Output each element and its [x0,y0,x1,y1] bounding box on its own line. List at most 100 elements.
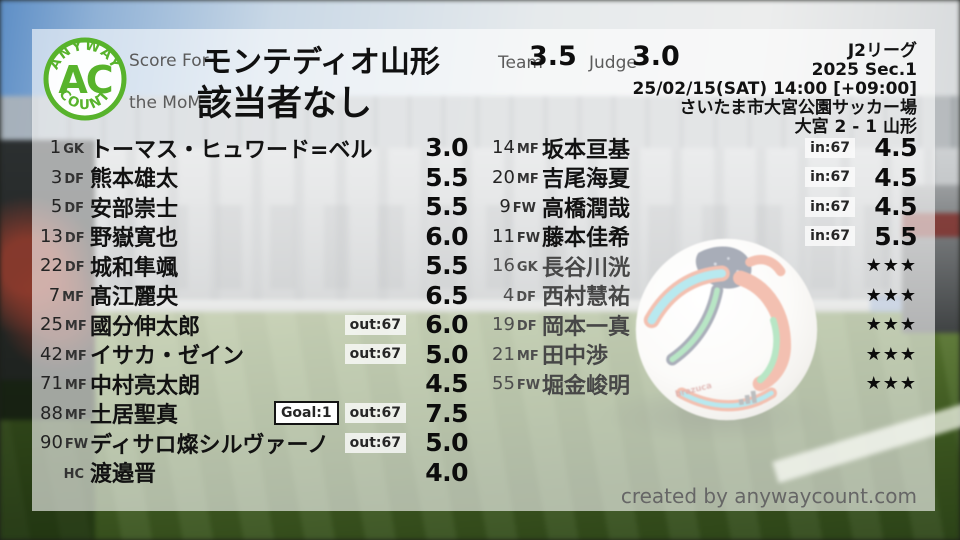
player-name: 坂本亘基 [542,137,631,163]
player-score: 6.5 [425,280,468,310]
position-label: DF [516,289,536,305]
logo-ac-text: AC [58,58,111,102]
score-overlay-panel [32,29,935,511]
shirt-number: 14 [492,137,515,159]
player-score: 4.5 [425,369,468,399]
shirt-number: 22 [40,255,63,277]
player-name: 土居聖真 [90,403,179,429]
player-row: 19 DF 岡本一真 ★★★ [492,310,917,340]
player-row: 7 MF 髙江麗央 6.5 [40,280,469,311]
position-label: MF [516,171,539,187]
player-row: 4 DF 西村慧祐 ★★★ [492,281,917,311]
player-name: 中村亮太朗 [90,373,201,399]
shirt-number: 1 [49,137,62,159]
player-row: 22 DF 城和隼颯 5.5 [40,251,469,281]
shirt-number: 13 [40,225,63,247]
player-score: 4.5 [874,162,917,192]
shirt-number: 88 [40,402,63,424]
player-name: トーマス・ヒュワード=ベル [90,137,373,163]
mom-value: 該当者なし [197,84,373,124]
player-name: 西村慧祐 [542,285,631,311]
player-name: 熊本雄太 [90,167,179,193]
team-score-value: 3.5 [529,41,577,72]
position-label: DF [64,201,84,217]
player-score: 5.5 [425,251,468,281]
position-label: MF [64,348,87,364]
unused-player-stars: ★★★ [865,255,917,277]
shirt-number: 20 [492,166,515,188]
sub-in-badge: in:67 [805,137,855,158]
position-label: GK [63,142,84,158]
player-name: 長谷川洸 [542,255,631,281]
position-label: DF [64,171,84,187]
shirt-number: 19 [492,314,515,336]
player-name: 渡邉晋 [90,462,157,488]
player-name: 城和隼颯 [90,255,179,281]
credit-text: created by anywaycount.com [620,484,917,508]
unused-player-stars: ★★★ [865,314,917,336]
shirt-number: 7 [48,284,61,306]
shirt-number: 11 [492,225,515,247]
venue-name: さいたま市大宮公園サッカー場 [679,98,918,118]
position-label: MF [64,407,87,423]
sub-out-badge: out:67 [344,403,406,424]
shirt-number: 16 [492,255,515,277]
position-label: DF [64,230,85,246]
shirt-number: 71 [40,373,63,395]
position-label: MF [516,142,539,158]
player-row: 11 FW 藤本佳希 in:67 5.5 [492,222,918,252]
player-name: 國分伸太郎 [90,314,201,340]
player-score: 5.0 [425,428,468,458]
position-label: FW [516,378,541,394]
player-name: 岡本一真 [542,314,631,340]
shirt-number: 3 [50,166,63,188]
match-info-block: J2リーグ 2025 Sec.1 25/02/15(SAT) 14:00 [+0… [633,42,917,137]
shirt-number: 90 [40,432,63,454]
player-row: 14 MF 坂本亘基 in:67 4.5 [492,133,918,163]
player-row: 21 MF 田中渉 ★★★ [492,340,917,370]
player-score: 4.5 [874,192,917,222]
sub-in-badge: in:67 [805,226,855,247]
player-score: 6.0 [425,221,468,251]
player-row: 20 MF 吉尾海夏 in:67 4.5 [492,162,918,193]
player-row: 25 MF 國分伸太郎 out:67 6.0 [40,310,469,340]
player-name: 髙江麗央 [90,285,179,311]
sub-out-badge: out:67 [344,432,406,453]
player-score: 5.5 [425,192,468,222]
position-label: DF [64,260,85,276]
player-score: 4.0 [425,457,468,487]
unused-player-stars: ★★★ [865,373,917,395]
player-name: 安部崇士 [90,196,179,222]
position-label: HC [63,466,84,482]
sub-in-badge: in:67 [805,167,855,188]
player-name: 堀金峻明 [542,373,631,399]
position-label: MF [64,319,87,335]
kickoff-datetime: 25/02/15(SAT) 14:00 [+09:00] [632,79,917,99]
coach-row: HC 渡邉晋 4.0 [40,457,469,488]
unused-player-stars: ★★★ [865,343,917,365]
team-name: モンテディオ山形 [202,45,440,80]
player-row: 71 MF 中村亮太朗 4.5 [40,369,469,399]
league-name: J2リーグ [847,41,917,61]
position-label: MF [64,378,87,394]
player-score: 5.5 [425,162,468,192]
player-row: 13 DF 野嶽寛也 6.0 [40,221,469,252]
player-name: イサカ・ゼイン [90,344,245,370]
mom-label: the MoM [129,93,203,113]
judge-score-label: Judge [589,53,637,73]
sub-out-badge: out:67 [344,314,406,335]
position-label: MF [516,348,539,364]
sub-out-badge: out:67 [344,344,406,365]
shirt-number: 9 [499,196,511,218]
shirt-number: 5 [50,196,63,218]
position-label: FW [64,437,89,453]
shirt-number: 4 [502,284,515,306]
sub-in-badge: in:67 [805,196,855,217]
position-label: GK [516,260,538,276]
player-name: 藤本佳希 [542,226,631,252]
shirt-number: 25 [40,314,63,336]
player-row: 9 FW 高橋潤哉 in:67 4.5 [492,192,917,222]
judge-score-value: 3.0 [632,41,680,72]
player-name: ディサロ燦シルヴァーノ [90,432,330,458]
